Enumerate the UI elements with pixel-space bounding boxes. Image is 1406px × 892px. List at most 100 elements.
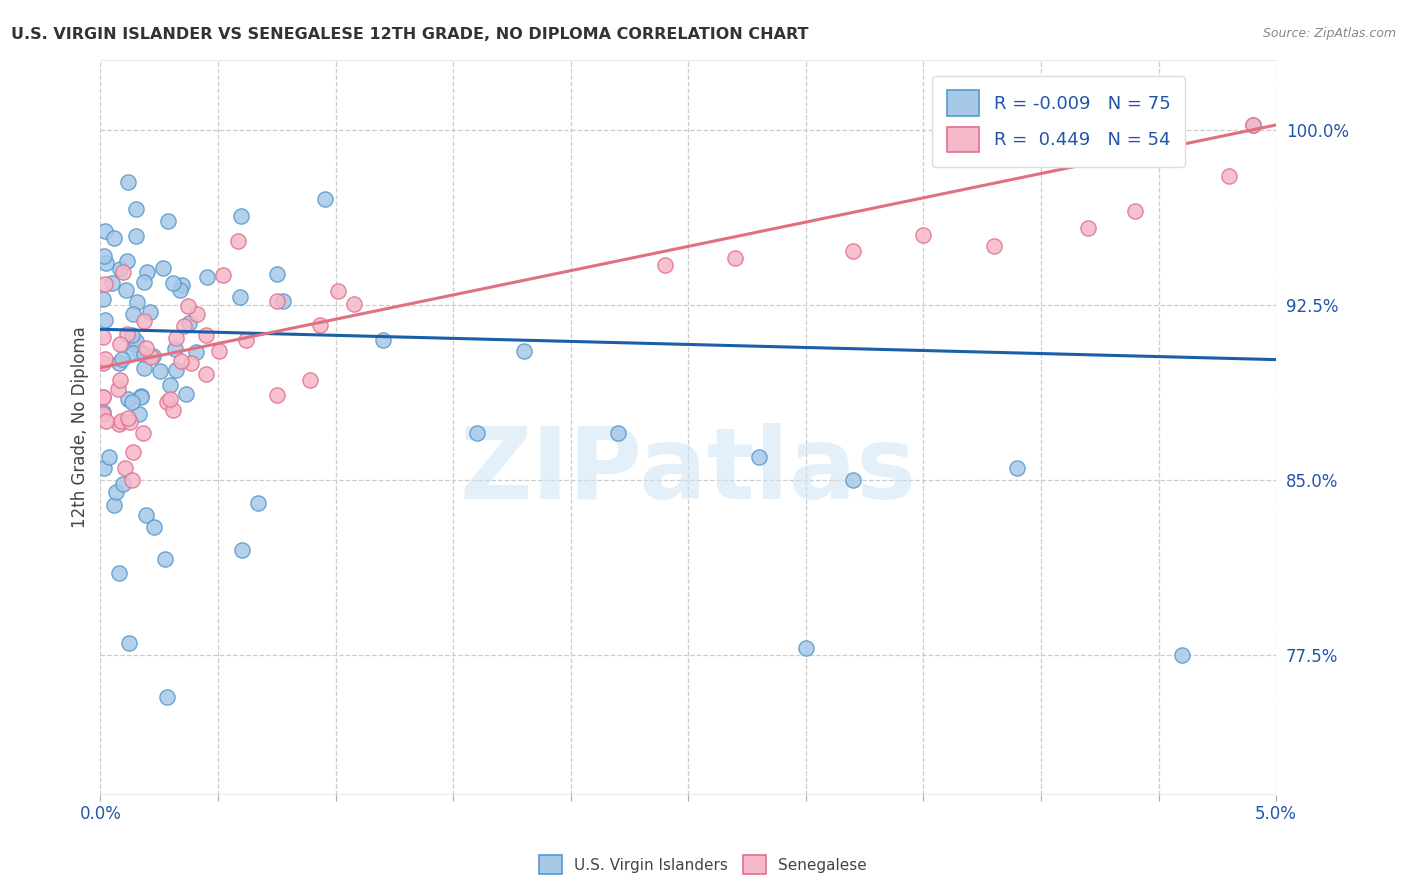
Point [1241,118,1264,132]
Point [129,388,152,402]
Point [117,392,139,406]
Point [122,445,145,459]
Point [226,234,249,248]
Point [111,352,134,367]
Point [177,299,200,313]
Legend: R = -0.009   N = 75, R =  0.449   N = 54: R = -0.009 N = 75, R = 0.449 N = 54 [932,76,1185,167]
Point [91,330,114,344]
Point [328,285,350,299]
Point [371,333,394,347]
Point [114,461,136,475]
Point [231,542,253,557]
Point [91,292,114,306]
Point [162,402,184,417]
Point [156,214,179,228]
Point [654,258,676,272]
Point [125,334,148,348]
Point [132,426,155,441]
Point [142,349,165,363]
Point [132,314,155,328]
Point [246,496,269,510]
Point [231,209,253,223]
Point [163,342,186,356]
Point [148,364,170,378]
Y-axis label: 12th Grade, No Diploma: 12th Grade, No Diploma [72,326,89,528]
Point [91,356,114,370]
Point [842,244,865,258]
Point [1218,169,1240,184]
Point [135,508,157,522]
Point [93,277,115,292]
Point [132,361,155,376]
Point [170,353,193,368]
Point [139,350,162,364]
Point [104,484,127,499]
Point [162,276,184,290]
Point [127,295,149,310]
Point [110,262,132,277]
Point [110,415,132,429]
Point [107,382,129,396]
Point [122,345,145,359]
Point [159,392,181,406]
Point [842,473,865,487]
Point [266,388,288,402]
Point [195,367,218,381]
Point [173,318,195,333]
Point [136,265,159,279]
Point [186,307,208,321]
Point [121,473,143,487]
Point [108,417,131,432]
Point [93,461,115,475]
Point [983,239,1005,253]
Point [165,331,187,345]
Point [94,312,117,326]
Point [94,351,117,366]
Point [184,345,207,359]
Point [179,317,201,331]
Point [169,283,191,297]
Point [94,256,117,270]
Point [115,283,138,297]
Point [101,276,124,290]
Point [228,290,250,304]
Point [121,307,143,321]
Point [299,373,322,387]
Point [1007,461,1029,475]
Point [465,426,488,441]
Point [91,390,114,404]
Point [1123,204,1146,219]
Point [159,378,181,392]
Point [125,228,148,243]
Point [110,337,132,351]
Point [132,346,155,360]
Point [117,411,139,425]
Point [1241,118,1264,132]
Point [309,318,332,333]
Point [107,566,129,581]
Point [748,450,770,464]
Point [91,390,114,404]
Point [512,344,534,359]
Point [135,341,157,355]
Point [108,356,131,370]
Point [94,414,117,428]
Point [103,498,125,512]
Point [103,231,125,245]
Point [117,326,139,341]
Point [91,405,114,419]
Point [139,305,162,319]
Legend: U.S. Virgin Islanders, Senegalese: U.S. Virgin Islanders, Senegalese [533,849,873,880]
Text: U.S. VIRGIN ISLANDER VS SENEGALESE 12TH GRADE, NO DIPLOMA CORRELATION CHART: U.S. VIRGIN ISLANDER VS SENEGALESE 12TH … [11,27,808,42]
Point [129,390,152,404]
Point [343,296,366,310]
Point [121,394,143,409]
Point [195,269,218,284]
Point [94,223,117,237]
Point [724,251,747,265]
Point [117,636,139,650]
Point [194,328,217,343]
Point [156,690,179,704]
Point [152,260,174,275]
Point [97,450,120,464]
